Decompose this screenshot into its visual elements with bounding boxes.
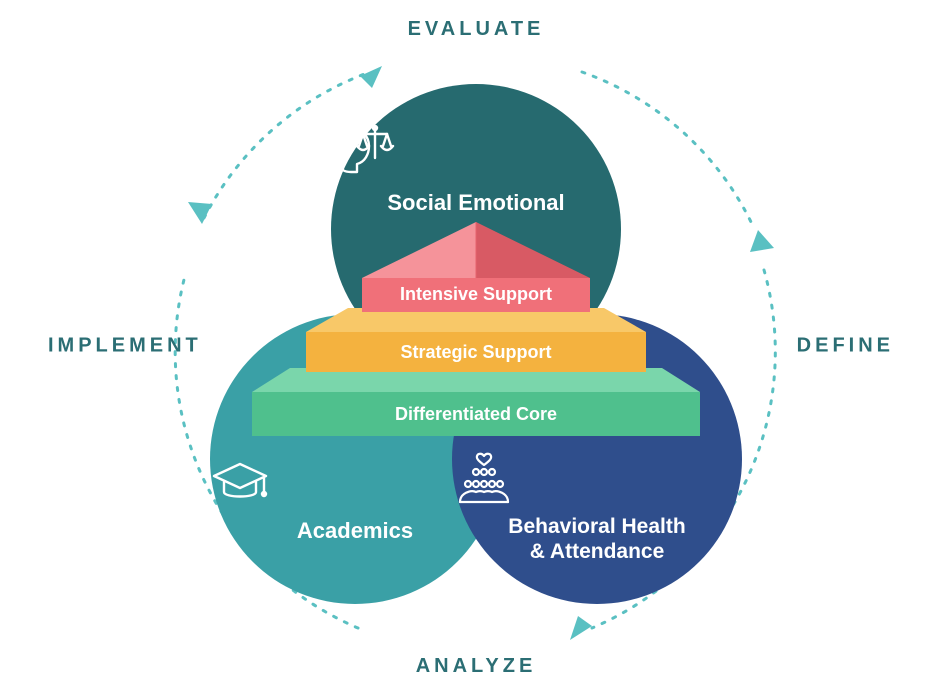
arrow-bottom: [570, 616, 592, 640]
circle-label-behavioral: Behavioral Health& Attendance: [452, 514, 742, 564]
pyramid-label-strategic: Strategic Support: [0, 342, 952, 363]
outer-label-evaluate: EVALUATE: [408, 18, 545, 41]
circle-label-social-emotional: Social Emotional: [331, 190, 621, 216]
pyramid-label-intensive: Intensive Support: [0, 284, 952, 305]
arrow-left: [188, 202, 212, 224]
people-heart-icon: [452, 452, 742, 508]
balance-head-icon: [331, 118, 621, 178]
diagram-stage: EVALUATE DEFINE ANALYZE IMPLEMENT: [0, 0, 952, 694]
arrow-top: [360, 66, 382, 88]
pyramid-label-differentiated: Differentiated Core: [0, 404, 952, 425]
outer-label-analyze: ANALYZE: [416, 655, 537, 678]
arrow-right: [750, 230, 774, 252]
